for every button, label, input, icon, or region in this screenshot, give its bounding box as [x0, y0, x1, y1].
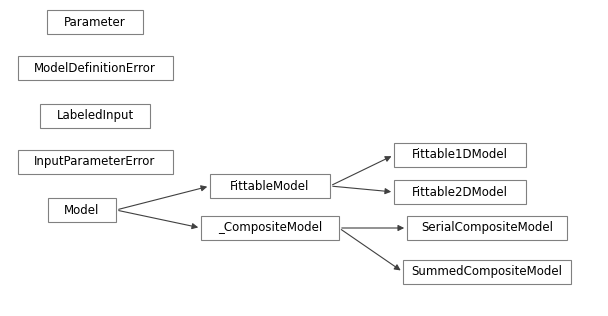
Text: Fittable1DModel: Fittable1DModel [412, 149, 508, 161]
Text: _CompositeModel: _CompositeModel [218, 222, 322, 234]
Text: InputParameterError: InputParameterError [34, 155, 156, 168]
FancyBboxPatch shape [407, 216, 567, 240]
Text: ModelDefinitionError: ModelDefinitionError [34, 62, 156, 75]
FancyBboxPatch shape [394, 143, 526, 167]
Text: Fittable2DModel: Fittable2DModel [412, 185, 508, 198]
Text: SerialCompositeModel: SerialCompositeModel [421, 222, 553, 234]
Text: LabeledInput: LabeledInput [57, 110, 134, 123]
Text: Model: Model [64, 204, 100, 216]
FancyBboxPatch shape [394, 180, 526, 204]
FancyBboxPatch shape [40, 104, 150, 128]
Text: Parameter: Parameter [64, 15, 126, 28]
FancyBboxPatch shape [48, 198, 116, 222]
Text: FittableModel: FittableModel [230, 179, 309, 192]
FancyBboxPatch shape [403, 260, 571, 284]
FancyBboxPatch shape [18, 56, 173, 80]
FancyBboxPatch shape [47, 10, 143, 34]
FancyBboxPatch shape [210, 174, 330, 198]
FancyBboxPatch shape [18, 150, 173, 174]
Text: SummedCompositeModel: SummedCompositeModel [412, 265, 562, 278]
FancyBboxPatch shape [201, 216, 339, 240]
